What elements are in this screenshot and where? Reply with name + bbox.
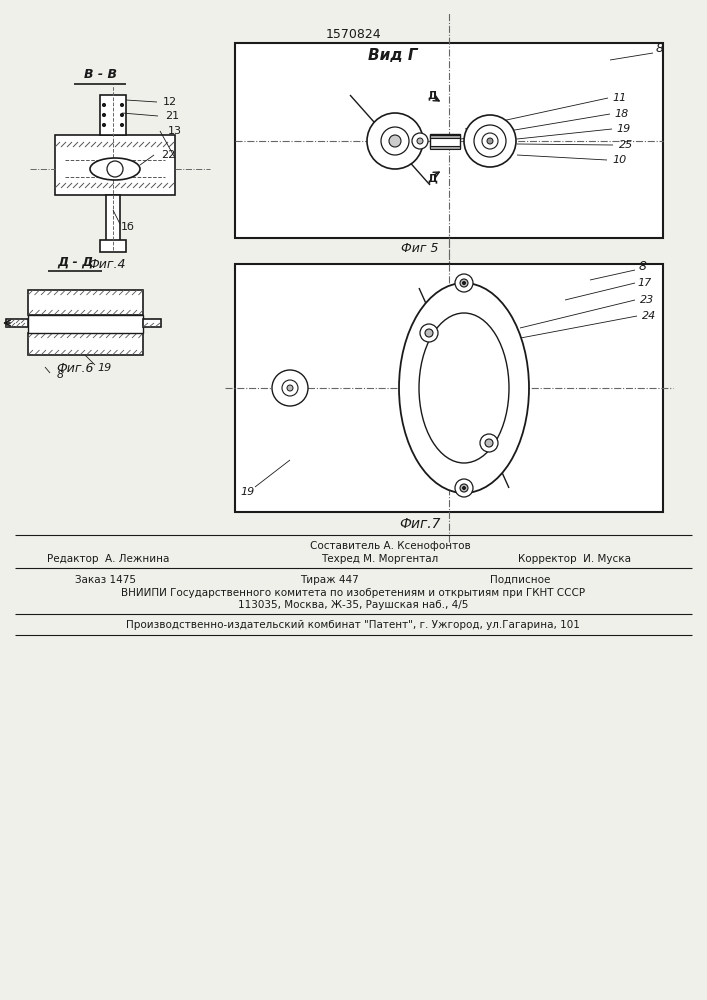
Circle shape	[107, 161, 123, 177]
Circle shape	[389, 135, 401, 147]
Ellipse shape	[399, 283, 529, 493]
Text: Техред М. Моргентал: Техред М. Моргентал	[322, 554, 438, 564]
Circle shape	[103, 113, 105, 116]
Text: 19: 19	[617, 124, 631, 134]
Text: Фиг 5: Фиг 5	[402, 242, 439, 255]
Text: Заказ 1475: Заказ 1475	[75, 575, 136, 585]
Text: 113035, Москва, Ж-35, Раушская наб., 4/5: 113035, Москва, Ж-35, Раушская наб., 4/5	[238, 600, 468, 610]
Circle shape	[460, 279, 468, 287]
Circle shape	[120, 123, 124, 126]
Text: 10: 10	[613, 155, 627, 165]
Text: 8: 8	[639, 260, 647, 273]
Circle shape	[474, 125, 506, 157]
Text: Тираж 447: Тираж 447	[300, 575, 358, 585]
Circle shape	[417, 138, 423, 144]
Text: ВНИИПИ Государственного комитета по изобретениям и открытиям при ГКНТ СССР: ВНИИПИ Государственного комитета по изоб…	[121, 588, 585, 598]
Bar	[6, 319, 28, 327]
Bar	[430, 134, 460, 148]
Circle shape	[485, 439, 493, 447]
Circle shape	[462, 282, 465, 284]
Text: В - В: В - В	[83, 68, 117, 82]
Circle shape	[480, 434, 498, 452]
Text: Фиг.6: Фиг.6	[57, 362, 94, 375]
Text: Д - Д: Д - Д	[57, 255, 93, 268]
Text: Редактор  А. Лежнина: Редактор А. Лежнина	[47, 554, 169, 564]
Bar	[28, 333, 143, 355]
Text: 8: 8	[656, 41, 664, 54]
Text: 21: 21	[165, 111, 179, 121]
Text: 18: 18	[615, 109, 629, 119]
Bar	[430, 146, 460, 149]
Bar	[106, 195, 120, 242]
Circle shape	[455, 479, 473, 497]
Text: 11: 11	[613, 93, 627, 103]
Text: 8: 8	[57, 370, 64, 380]
Text: Фиг.7: Фиг.7	[399, 517, 440, 531]
Bar	[235, 43, 663, 238]
Bar	[143, 319, 161, 327]
Circle shape	[425, 329, 433, 337]
Circle shape	[464, 115, 516, 167]
Circle shape	[120, 104, 124, 106]
Circle shape	[367, 113, 423, 169]
Text: 13: 13	[168, 126, 182, 136]
Text: 24: 24	[642, 311, 656, 321]
Text: Подписное: Подписное	[490, 575, 550, 585]
Text: 17: 17	[638, 278, 652, 288]
Bar	[28, 315, 143, 333]
Ellipse shape	[90, 158, 140, 180]
Circle shape	[487, 138, 493, 144]
Text: Вид Г: Вид Г	[368, 48, 418, 64]
Circle shape	[462, 487, 465, 489]
Bar	[55, 135, 175, 195]
Circle shape	[420, 324, 438, 342]
Bar	[100, 240, 126, 252]
Text: Д: Д	[427, 90, 437, 100]
Bar	[28, 290, 143, 315]
Text: 12: 12	[163, 97, 177, 107]
Circle shape	[282, 380, 298, 396]
Circle shape	[103, 104, 105, 106]
Circle shape	[412, 133, 428, 149]
Text: Составитель А. Ксенофонтов: Составитель А. Ксенофонтов	[310, 541, 470, 551]
Ellipse shape	[419, 313, 509, 463]
Text: Производственно-издательский комбинат "Патент", г. Ужгород, ул.Гагарина, 101: Производственно-издательский комбинат "П…	[126, 620, 580, 630]
Text: 1б: 1б	[121, 222, 135, 232]
Bar	[430, 135, 460, 138]
Circle shape	[103, 123, 105, 126]
Text: Корректор  И. Муска: Корректор И. Муска	[518, 554, 631, 564]
Text: 1570824: 1570824	[325, 27, 381, 40]
Bar	[100, 95, 126, 135]
Circle shape	[460, 484, 468, 492]
Circle shape	[455, 274, 473, 292]
Circle shape	[381, 127, 409, 155]
Text: 19: 19	[241, 487, 255, 497]
Text: 23: 23	[640, 295, 654, 305]
Text: 19: 19	[98, 363, 112, 373]
Circle shape	[287, 385, 293, 391]
Text: 22: 22	[161, 150, 175, 160]
Text: Фиг.4: Фиг.4	[88, 258, 126, 271]
Text: Д: Д	[427, 173, 437, 183]
Circle shape	[272, 370, 308, 406]
Circle shape	[482, 133, 498, 149]
Bar	[235, 264, 663, 512]
Circle shape	[120, 113, 124, 116]
Text: 25: 25	[619, 140, 633, 150]
